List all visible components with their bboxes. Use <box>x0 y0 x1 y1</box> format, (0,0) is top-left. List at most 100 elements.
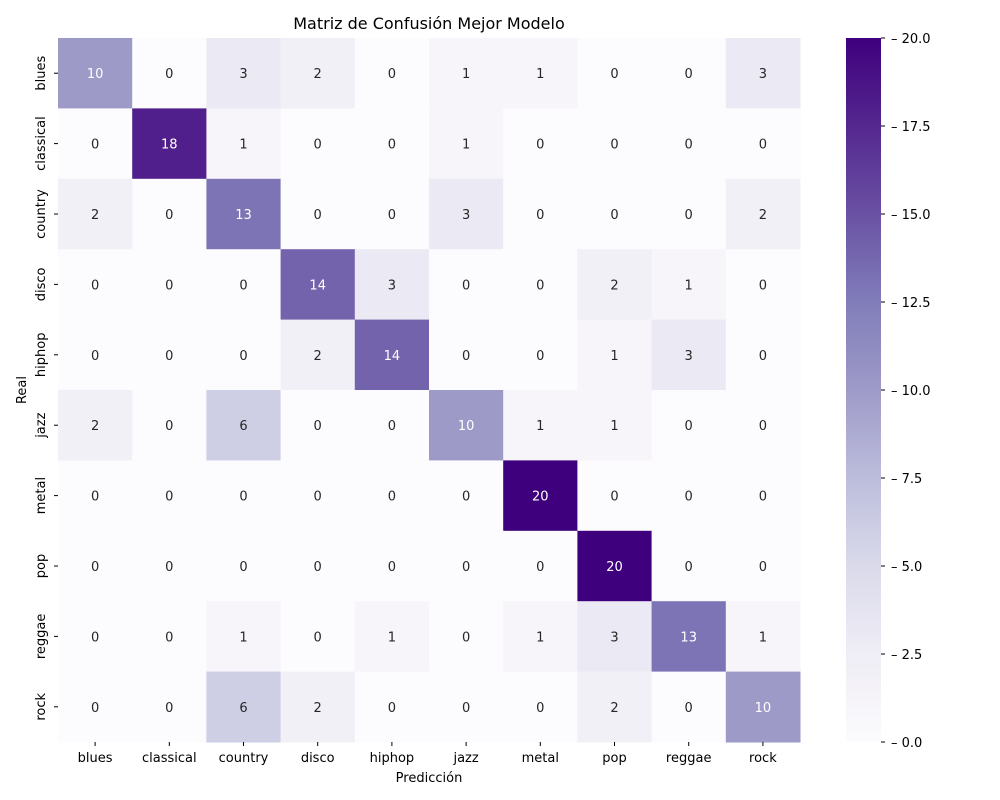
heatmap-cell <box>354 460 430 532</box>
heatmap-cell <box>58 460 133 532</box>
heatmap-cell <box>132 38 207 109</box>
heatmap-cell <box>651 460 727 532</box>
cell-value-label: 0 <box>759 560 767 575</box>
cell-value-label: 1 <box>536 630 544 645</box>
cell-value-label: 0 <box>91 560 99 575</box>
heatmap-cell <box>725 319 801 391</box>
heatmap-cell <box>206 249 282 321</box>
heatmap-cell <box>577 249 653 321</box>
heatmap-cell <box>651 530 727 602</box>
cell-value-label: 2 <box>314 701 322 716</box>
heatmap-cell <box>206 530 282 602</box>
cell-value-label: 6 <box>239 701 247 716</box>
heatmap-cell <box>725 249 801 321</box>
heatmap-cell <box>577 108 653 180</box>
cell-value-label: 13 <box>680 630 697 645</box>
heatmap-cell <box>58 671 133 743</box>
x-axis-label: Predicción <box>396 771 463 786</box>
heatmap-cell <box>429 249 504 321</box>
cell-value-label: 1 <box>462 138 470 153</box>
heatmap-cell <box>577 601 653 673</box>
heatmap-cell <box>651 671 727 743</box>
colorbar-tick-label: – 0.0 <box>891 736 922 751</box>
heatmap-cell <box>280 601 356 673</box>
y-tick-label: blues <box>34 56 49 91</box>
heatmap-cell <box>280 108 356 180</box>
x-tick-label: jazz <box>452 751 478 766</box>
colorbar-tick-label: – 15.0 <box>891 208 931 223</box>
cell-value-label: 2 <box>314 67 322 82</box>
heatmap-cell <box>354 319 430 391</box>
heatmap-cell <box>725 178 801 250</box>
colorbar-ticks: – 0.0 – 2.5 – 5.0 – 7.5 – 10.0 – 12.5 – 15.0 – … <box>881 32 931 751</box>
heatmap-cell <box>725 460 801 532</box>
heatmap-cell <box>206 108 282 180</box>
heatmap-cell <box>354 530 430 602</box>
heatmap-cell <box>354 249 430 321</box>
cell-value-label: 0 <box>314 208 322 223</box>
y-tick-labels: blues classical country disco hiphop jazz meta… <box>34 56 58 721</box>
cell-value-label: 0 <box>91 138 99 153</box>
heatmap-cell <box>58 108 133 180</box>
cell-value-label: 14 <box>309 278 326 293</box>
cell-value-label: 0 <box>314 630 322 645</box>
cell-value-label: 0 <box>685 208 693 223</box>
cell-value-label: 1 <box>239 630 247 645</box>
heatmap-cell <box>58 38 133 109</box>
heatmap-cell <box>206 38 282 109</box>
y-tick-label: reggae <box>34 614 49 660</box>
cell-value-label: 2 <box>91 208 99 223</box>
cell-value-label: 0 <box>239 490 247 505</box>
y-tick-label: jazz <box>34 412 49 438</box>
cell-value-label: 0 <box>388 419 396 434</box>
heatmap-cell <box>651 38 727 109</box>
cell-value-label: 1 <box>239 138 247 153</box>
heatmap-cell <box>725 390 801 461</box>
heatmap-cell <box>354 178 430 250</box>
y-tick-label: country <box>34 189 49 239</box>
heatmap-cell <box>206 460 282 532</box>
heatmap-cell <box>503 178 578 250</box>
heatmap-cell <box>577 178 653 250</box>
cell-value-label: 0 <box>610 67 618 82</box>
cell-value-label: 0 <box>165 349 173 364</box>
heatmap-cell <box>651 178 727 250</box>
cell-value-label: 0 <box>388 560 396 575</box>
heatmap-cell <box>132 390 207 461</box>
cell-value-label: 0 <box>314 490 322 505</box>
heatmap-cell <box>132 319 207 391</box>
cell-value-label: 0 <box>759 490 767 505</box>
heatmap-cell <box>577 671 653 743</box>
cell-value-label: 0 <box>165 419 173 434</box>
cell-value-label: 14 <box>384 349 401 364</box>
heatmap-cell <box>58 601 133 673</box>
cell-value-label: 0 <box>462 490 470 505</box>
heatmap-cell <box>651 249 727 321</box>
heatmap-cells: 10 0 3 2 0 1 1 0 0 30 18 1 0 0 1 0 0 0 02 0 13 0 0 3 0 0 0 20 0 0 14 3 0… <box>58 38 801 743</box>
heatmap-cell <box>280 390 356 461</box>
heatmap-cell <box>280 530 356 602</box>
heatmap-cell <box>503 530 578 602</box>
heatmap-cell <box>58 530 133 602</box>
cell-value-label: 0 <box>388 701 396 716</box>
cell-value-label: 20 <box>606 560 623 575</box>
cell-value-label: 0 <box>462 560 470 575</box>
heatmap-cell <box>503 601 578 673</box>
heatmap-cell <box>725 671 801 743</box>
cell-value-label: 3 <box>759 67 767 82</box>
cell-value-label: 0 <box>685 701 693 716</box>
cell-value-label: 0 <box>610 208 618 223</box>
cell-value-label: 0 <box>536 208 544 223</box>
cell-value-label: 0 <box>165 490 173 505</box>
cell-value-label: 1 <box>462 67 470 82</box>
cell-value-label: 0 <box>91 278 99 293</box>
heatmap-cell <box>577 319 653 391</box>
colorbar-tick-label: – 17.5 <box>891 120 931 135</box>
cell-value-label: 3 <box>239 67 247 82</box>
heatmap-cell <box>577 530 653 602</box>
cell-value-label: 0 <box>610 490 618 505</box>
cell-value-label: 0 <box>165 560 173 575</box>
y-tick-label: metal <box>34 477 49 514</box>
cell-value-label: 0 <box>536 278 544 293</box>
